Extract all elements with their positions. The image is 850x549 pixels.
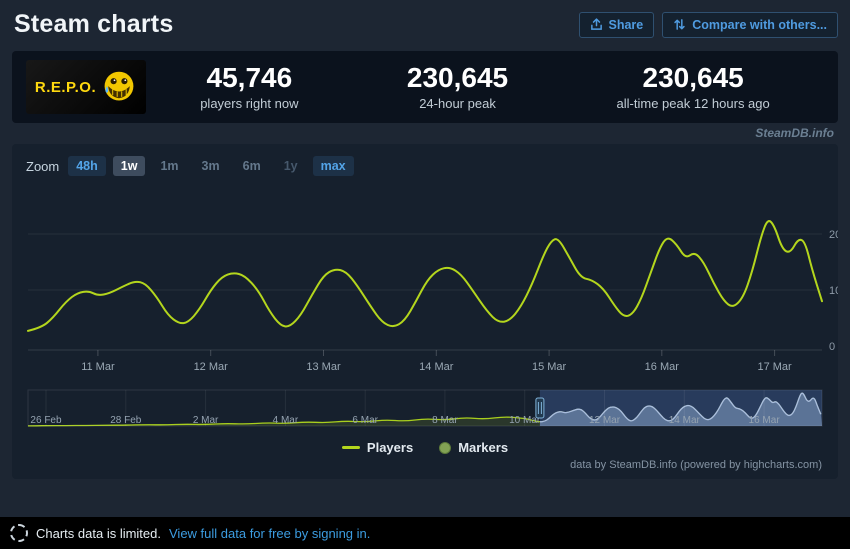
navigator-frame	[27, 389, 823, 427]
x-axis-label: 12 Mar	[194, 361, 229, 373]
navigator-selected-line	[539, 392, 822, 423]
zoom-button-1m[interactable]: 1m	[160, 159, 179, 173]
zoom-buttons: 48h 1w 1m 3m 6m 1y max	[68, 156, 354, 176]
legend-markers-label: Markers	[458, 440, 509, 455]
x-axis-label: 14 Mar	[419, 361, 454, 373]
navigator-date-label: 10 Mar	[509, 415, 541, 426]
navigator-date-label: 8 Mar	[432, 415, 458, 426]
x-axis-label: 17 Mar	[757, 361, 792, 373]
x-axis-label: 13 Mar	[306, 361, 341, 373]
compare-icon	[674, 19, 685, 30]
x-axis-label: 16 Mar	[645, 361, 680, 373]
stats-row: 45,746 players right now 230,645 24-hour…	[146, 62, 824, 111]
share-button[interactable]: Share	[578, 11, 655, 38]
stat-label: all-time peak 12 hours ago	[616, 95, 770, 111]
stat-value: 45,746	[206, 62, 293, 94]
zoom-button-48h[interactable]: 48h	[68, 156, 106, 176]
legend-item-players[interactable]: Players	[341, 440, 414, 455]
stat-label: 24-hour peak	[419, 95, 496, 111]
repo-face-icon	[104, 71, 134, 101]
navigator-date-label: 26 Feb	[30, 415, 62, 426]
stat-value: 230,645	[642, 62, 744, 94]
chart-navigator[interactable]: 26 Feb 28 Feb 2 Mar 4 Mar 6 Mar 8 Mar 10 Mar 12…	[12, 388, 838, 432]
footer-bar: Charts data is limited. View full data f…	[0, 517, 850, 549]
header: Steam charts Share Compare with others..…	[0, 0, 850, 47]
chart-legend: Players Markers	[12, 440, 838, 455]
y-axis-label: 200k	[829, 229, 838, 241]
navigator-date-label: 4 Mar	[273, 415, 299, 426]
chart-credits: data by SteamDB.info (powered by highcha…	[570, 459, 822, 471]
stat-24h-peak: 230,645 24-hour peak	[406, 62, 509, 111]
stat-label: players right now	[200, 95, 299, 111]
signin-link[interactable]: View full data for free by signing in.	[169, 525, 371, 541]
zoom-button-6m[interactable]: 6m	[242, 159, 261, 173]
zoom-button-1w[interactable]: 1w	[112, 156, 146, 176]
stat-current-players: 45,746 players right now	[200, 62, 299, 111]
loading-spinner-icon	[10, 524, 28, 542]
players-series-line	[27, 220, 823, 332]
zoom-button-max[interactable]: max	[312, 156, 354, 176]
x-axis-label: 15 Mar	[532, 361, 567, 373]
navigator-date-label: 12 Mar	[589, 415, 621, 426]
stat-value: 230,645	[406, 62, 509, 94]
header-buttons: Share Compare with others...	[578, 11, 838, 38]
zoom-button-3m[interactable]: 3m	[201, 159, 220, 173]
line-swatch-icon	[341, 446, 360, 449]
footer-notice: Charts data is limited.	[36, 525, 161, 541]
zoom-button-1y[interactable]: 1y	[283, 159, 298, 173]
compare-button-label: Compare with others...	[692, 17, 827, 32]
chart-panel: Zoom 48h 1w 1m 3m 6m 1y max 0 100k 200k 11 Mar 12 …	[12, 144, 838, 479]
compare-button[interactable]: Compare with others...	[662, 11, 838, 38]
navigator-date-label: 28 Feb	[110, 415, 142, 426]
zoom-label: Zoom	[26, 158, 60, 174]
navigator-handle[interactable]	[535, 397, 545, 419]
legend-item-markers[interactable]: Markers	[439, 440, 508, 455]
y-axis-label: 0	[829, 341, 835, 353]
circle-marker-icon	[439, 441, 452, 454]
legend-players-label: Players	[366, 440, 414, 455]
navigator-date-label: 6 Mar	[352, 415, 378, 426]
stat-alltime-peak: 230,645 all-time peak 12 hours ago	[616, 62, 770, 111]
navigator-date-label: 16 Mar	[749, 415, 781, 426]
navigator-date-label: 2 Mar	[193, 415, 219, 426]
players-line-chart[interactable]: 0 100k 200k 11 Mar 12 Mar 13 Mar 14 Mar 15 Mar 1…	[12, 188, 838, 384]
share-button-label: Share	[608, 17, 644, 32]
game-logo-title: R.E.P.O.	[34, 78, 97, 96]
zoom-controls: Zoom 48h 1w 1m 3m 6m 1y max	[12, 156, 838, 176]
stats-bar: R.E.P.O. 45,746 players right now 230,64…	[12, 51, 838, 123]
steamdb-watermark: SteamDB.info	[755, 126, 834, 140]
x-axis-label: 11 Mar	[81, 361, 115, 373]
navigator-date-label: 14 Mar	[669, 415, 701, 426]
game-logo[interactable]: R.E.P.O.	[26, 60, 146, 114]
y-axis-label: 100k	[829, 285, 838, 297]
share-icon	[590, 18, 602, 30]
page-title: Steam charts	[14, 10, 174, 38]
navigator-handle-grip	[537, 402, 542, 414]
